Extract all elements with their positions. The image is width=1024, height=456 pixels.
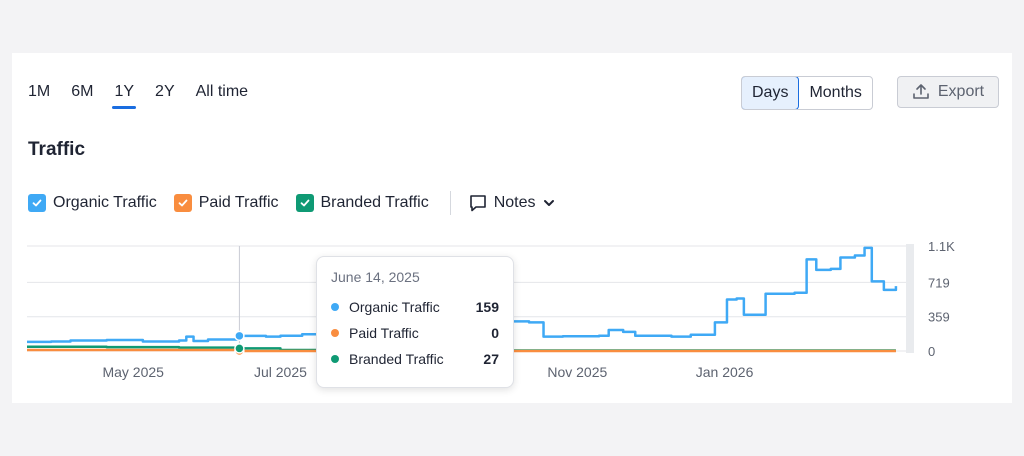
range-1y[interactable]: 1Y: [112, 83, 136, 109]
chart-tooltip: June 14, 2025 Organic Traffic 159 Paid Tra…: [316, 256, 514, 388]
range-6m[interactable]: 6M: [71, 83, 94, 100]
tooltip-date: June 14, 2025: [331, 269, 420, 285]
range-all-time[interactable]: All time: [195, 83, 249, 100]
legend-label: Paid Traffic: [198, 194, 279, 211]
granularity-toggle: Days Months: [741, 76, 873, 110]
tooltip-row: Branded Traffic 27: [331, 346, 499, 372]
legend-item-organic-traffic[interactable]: Organic Traffic: [28, 194, 157, 212]
series-dot: [331, 355, 339, 363]
y-tick-label: 359: [928, 310, 950, 325]
x-tick-label: May 2025: [102, 364, 164, 380]
tooltip-series-value: 0: [491, 325, 499, 341]
traffic-card: 1M 6M 1Y 2Y All time Days Months Export Traf…: [12, 53, 1012, 403]
range-2y[interactable]: 2Y: [155, 83, 175, 100]
legend-divider: [449, 191, 451, 215]
legend: Organic Traffic Paid Traffic Branded Traff…: [28, 191, 556, 215]
tooltip-series-name: Paid Traffic: [349, 325, 419, 341]
series-line-organic-traffic: [27, 246, 898, 344]
hover-point: [234, 330, 245, 342]
tooltip-series-value: 27: [483, 351, 499, 367]
range-selector: 1M 6M 1Y 2Y All time: [28, 83, 269, 109]
notes-dropdown[interactable]: Notes: [468, 193, 556, 213]
chevron-down-icon: [543, 200, 554, 206]
tooltip-series-value: 159: [475, 299, 499, 315]
checkbox-icon: [295, 194, 314, 212]
tooltip-row: Paid Traffic 0: [331, 320, 499, 346]
legend-item-paid-traffic[interactable]: Paid Traffic: [173, 194, 279, 212]
scroll-edge: [906, 244, 914, 353]
legend-item-branded-traffic[interactable]: Branded Traffic: [295, 194, 429, 212]
series-dot: [331, 303, 339, 311]
checkbox-icon: [173, 194, 192, 212]
checkbox-icon: [28, 194, 46, 212]
x-tick-label: Jul 2025: [254, 364, 307, 380]
chart-title: Traffic: [28, 139, 86, 160]
hover-point: [234, 343, 245, 354]
series-dot: [331, 329, 339, 337]
y-tick-label: 719: [928, 275, 950, 290]
export-label: Export: [937, 83, 985, 100]
y-tick-label: 1.1K: [928, 239, 955, 254]
tooltip-series-name: Organic Traffic: [349, 299, 440, 315]
export-button[interactable]: Export: [897, 76, 999, 108]
legend-label: Organic Traffic: [53, 194, 157, 211]
legend-label: Branded Traffic: [320, 194, 429, 211]
tooltip-series-name: Branded Traffic: [349, 351, 444, 367]
x-tick-label: Nov 2025: [547, 364, 607, 380]
notes-label: Notes: [493, 194, 536, 211]
x-tick-label: Jan 2026: [696, 364, 754, 380]
days-toggle[interactable]: Days: [741, 77, 800, 109]
months-toggle[interactable]: Months: [809, 84, 862, 101]
tooltip-row: Organic Traffic 159: [331, 294, 499, 320]
y-tick-label: 0: [928, 344, 935, 359]
upload-icon: [913, 84, 929, 99]
comment-icon: [469, 195, 486, 212]
range-1m[interactable]: 1M: [28, 83, 51, 100]
